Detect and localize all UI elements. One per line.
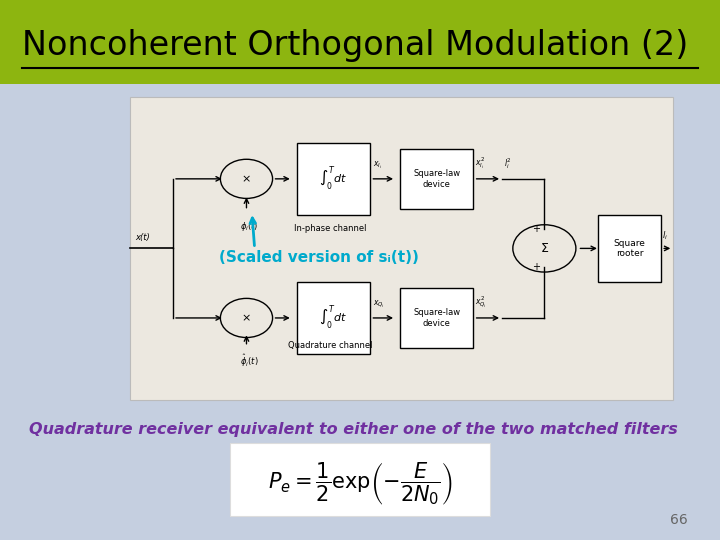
FancyBboxPatch shape <box>230 443 490 516</box>
Text: $l_i$: $l_i$ <box>662 230 667 242</box>
Text: Quadrature channel: Quadrature channel <box>289 341 373 349</box>
Bar <box>130 97 673 400</box>
Text: Square
rooter: Square rooter <box>613 239 646 258</box>
Bar <box>297 143 370 215</box>
Bar <box>297 282 370 354</box>
Text: $\int_0^T dt$: $\int_0^T dt$ <box>320 165 348 193</box>
Text: $x^2_{Q_i}$: $x^2_{Q_i}$ <box>474 294 487 310</box>
Bar <box>400 288 474 348</box>
Text: $P_e = \dfrac{1}{2} \exp\!\left(-\dfrac{E}{2N_0}\right)$: $P_e = \dfrac{1}{2} \exp\!\left(-\dfrac{… <box>268 460 452 507</box>
Text: Square-law
device: Square-law device <box>413 308 460 328</box>
Text: ×: × <box>242 313 251 323</box>
Bar <box>598 215 661 282</box>
Bar <box>400 148 474 209</box>
Text: $x_{I_i}$: $x_{I_i}$ <box>372 160 382 171</box>
Text: Σ: Σ <box>541 242 549 255</box>
Text: Square-law
device: Square-law device <box>413 169 460 188</box>
Text: $\phi_i(t)$: $\phi_i(t)$ <box>240 220 258 233</box>
Text: Noncoherent Orthogonal Modulation (2): Noncoherent Orthogonal Modulation (2) <box>22 29 688 63</box>
Text: $\hat{\phi}_i(t)$: $\hat{\phi}_i(t)$ <box>240 353 258 369</box>
Text: $\int_0^T dt$: $\int_0^T dt$ <box>320 304 348 332</box>
Text: ×: × <box>242 174 251 184</box>
Text: 66: 66 <box>670 512 688 526</box>
Text: $l^2_i$: $l^2_i$ <box>503 157 511 171</box>
Text: $x^2_{I_i}$: $x^2_{I_i}$ <box>474 156 485 171</box>
Text: +: + <box>531 224 540 234</box>
Text: $x_{Q_i}$: $x_{Q_i}$ <box>372 299 384 310</box>
Text: In-phase channel: In-phase channel <box>294 224 367 233</box>
Text: +: + <box>531 261 540 272</box>
Text: x(t): x(t) <box>135 233 150 242</box>
Text: (Scaled version of sᵢ(t)): (Scaled version of sᵢ(t)) <box>220 250 419 265</box>
Text: Quadrature receiver equivalent to either one of the two matched filters: Quadrature receiver equivalent to either… <box>29 422 678 437</box>
Bar <box>0 0 720 84</box>
